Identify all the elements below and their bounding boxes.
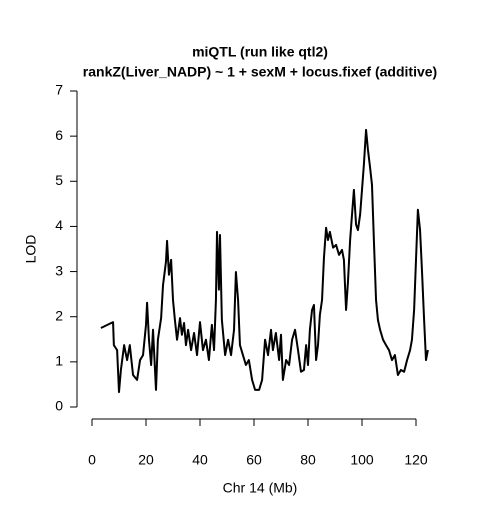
y-tick-label: 6 <box>55 127 63 143</box>
y-tick-label: 2 <box>55 307 63 323</box>
x-tick-label: 100 <box>350 452 374 468</box>
y-tick-label: 1 <box>55 353 63 369</box>
x-tick-label: 20 <box>138 452 154 468</box>
lod-line <box>100 128 429 394</box>
x-tick-label: 40 <box>192 452 208 468</box>
x-tick-label: 0 <box>88 452 96 468</box>
y-tick-label: 5 <box>55 172 63 188</box>
y-tick-label: 4 <box>55 217 63 233</box>
y-axis-label: LOD <box>23 235 39 264</box>
x-axis-label: Chr 14 (Mb) <box>223 480 298 496</box>
y-tick-label: 7 <box>55 82 63 98</box>
x-tick-label: 80 <box>300 452 316 468</box>
x-tick-label: 120 <box>404 452 428 468</box>
y-tick-label: 3 <box>55 262 63 278</box>
chart-subtitle: rankZ(Liver_NADP) ~ 1 + sexM + locus.fix… <box>83 64 437 80</box>
y-tick-label: 0 <box>55 398 63 414</box>
chart-title: miQTL (run like qtl2) <box>192 44 328 60</box>
x-tick-label: 60 <box>246 452 262 468</box>
